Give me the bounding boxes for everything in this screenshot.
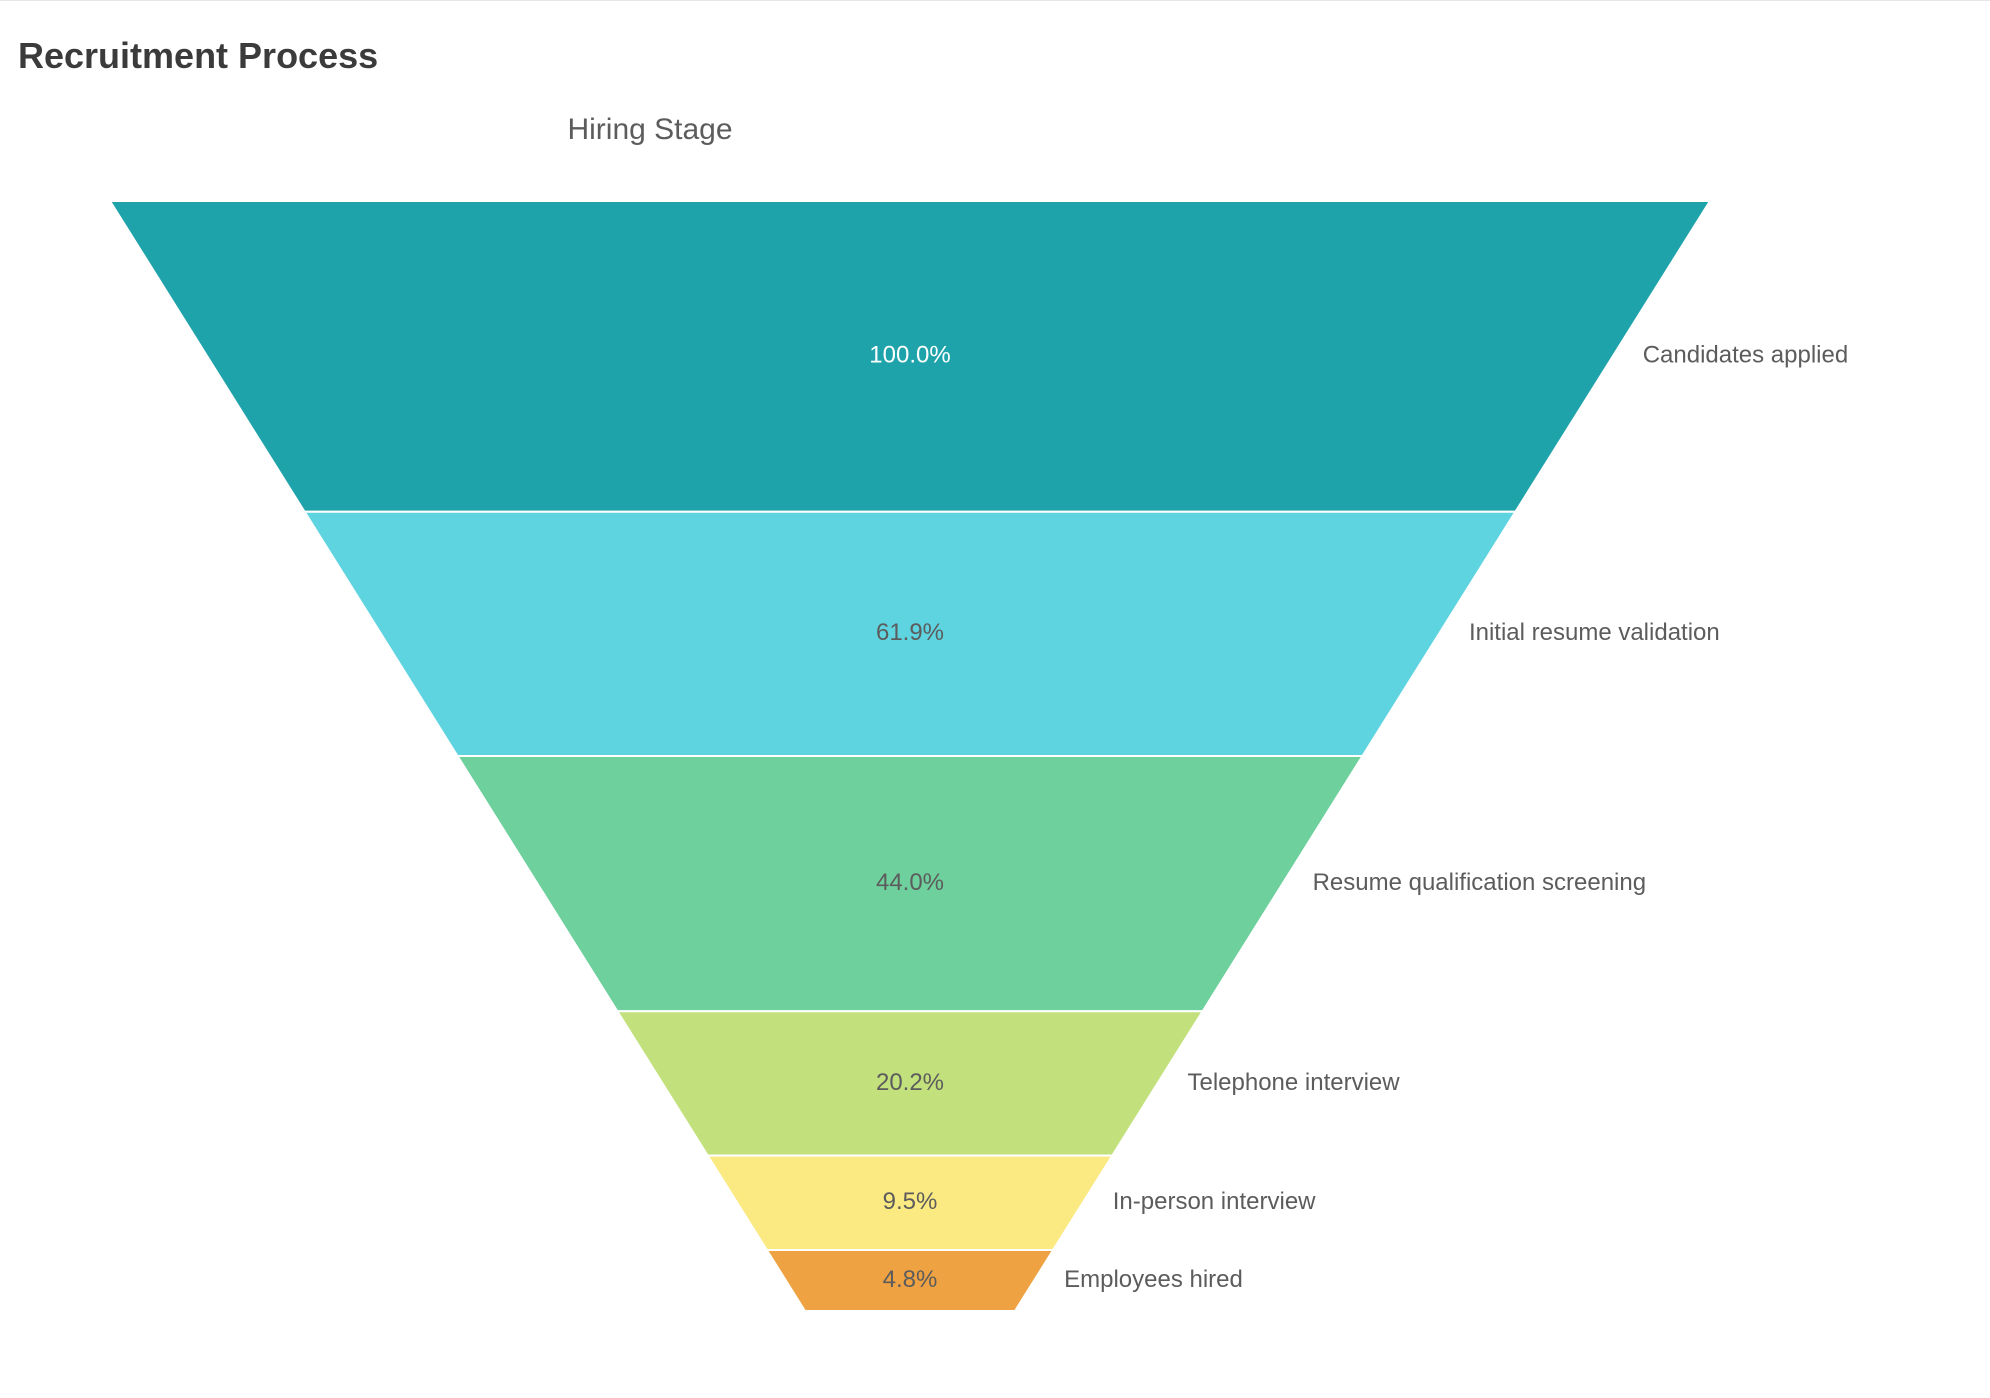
funnel-stage-label: In-person interview xyxy=(1113,1188,1316,1215)
funnel-chart: 100.0% Candidates applied 61.9% Initial res… xyxy=(0,161,1990,1351)
funnel-percent-label: 61.9% xyxy=(876,619,944,646)
chart-subtitle: Hiring Stage xyxy=(0,113,1300,147)
funnel-svg: 100.0% Candidates applied 61.9% Initial res… xyxy=(0,161,1990,1351)
funnel-percent-label: 44.0% xyxy=(876,869,944,896)
funnel-percent-label: 4.8% xyxy=(883,1266,938,1293)
page-root: Recruitment Process Hiring Stage 100.0% C… xyxy=(0,0,1990,1398)
funnel-stage-label: Initial resume validation xyxy=(1469,619,1720,646)
funnel-percent-label: 9.5% xyxy=(883,1188,938,1215)
funnel-stage-label: Telephone interview xyxy=(1187,1069,1400,1096)
page-title: Recruitment Process xyxy=(18,35,378,77)
funnel-percent-label: 20.2% xyxy=(876,1069,944,1096)
funnel-stage-label: Employees hired xyxy=(1064,1266,1243,1293)
funnel-percent-label: 100.0% xyxy=(869,342,950,369)
funnel-stage-label: Resume qualification screening xyxy=(1313,869,1647,896)
funnel-stage-label: Candidates applied xyxy=(1643,342,1849,369)
